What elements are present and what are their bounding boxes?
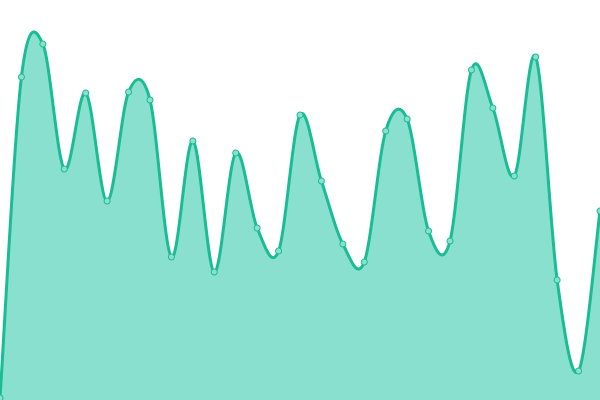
data-point	[17, 73, 25, 81]
data-point	[382, 127, 390, 135]
data-point	[167, 253, 175, 261]
data-point	[403, 115, 411, 123]
data-point	[317, 177, 325, 185]
data-point	[103, 197, 111, 205]
data-point	[360, 258, 368, 266]
data-point	[146, 96, 154, 104]
area-fill	[0, 32, 600, 400]
data-point	[60, 165, 68, 173]
data-point	[596, 207, 600, 215]
data-point	[510, 172, 518, 180]
data-point	[575, 367, 583, 375]
data-point	[275, 247, 283, 255]
data-point	[553, 276, 561, 284]
data-point	[82, 89, 90, 97]
data-points	[0, 40, 600, 400]
data-point	[189, 137, 197, 145]
data-point	[39, 40, 47, 48]
data-point	[0, 394, 4, 400]
data-point	[210, 268, 218, 276]
data-point	[425, 227, 433, 235]
data-point	[125, 88, 133, 96]
data-point	[446, 237, 454, 245]
data-point	[489, 104, 497, 112]
data-point	[532, 53, 540, 61]
data-point	[232, 149, 240, 157]
data-point	[253, 224, 261, 232]
data-point	[296, 111, 304, 119]
data-point	[339, 240, 347, 248]
data-point	[467, 66, 475, 74]
